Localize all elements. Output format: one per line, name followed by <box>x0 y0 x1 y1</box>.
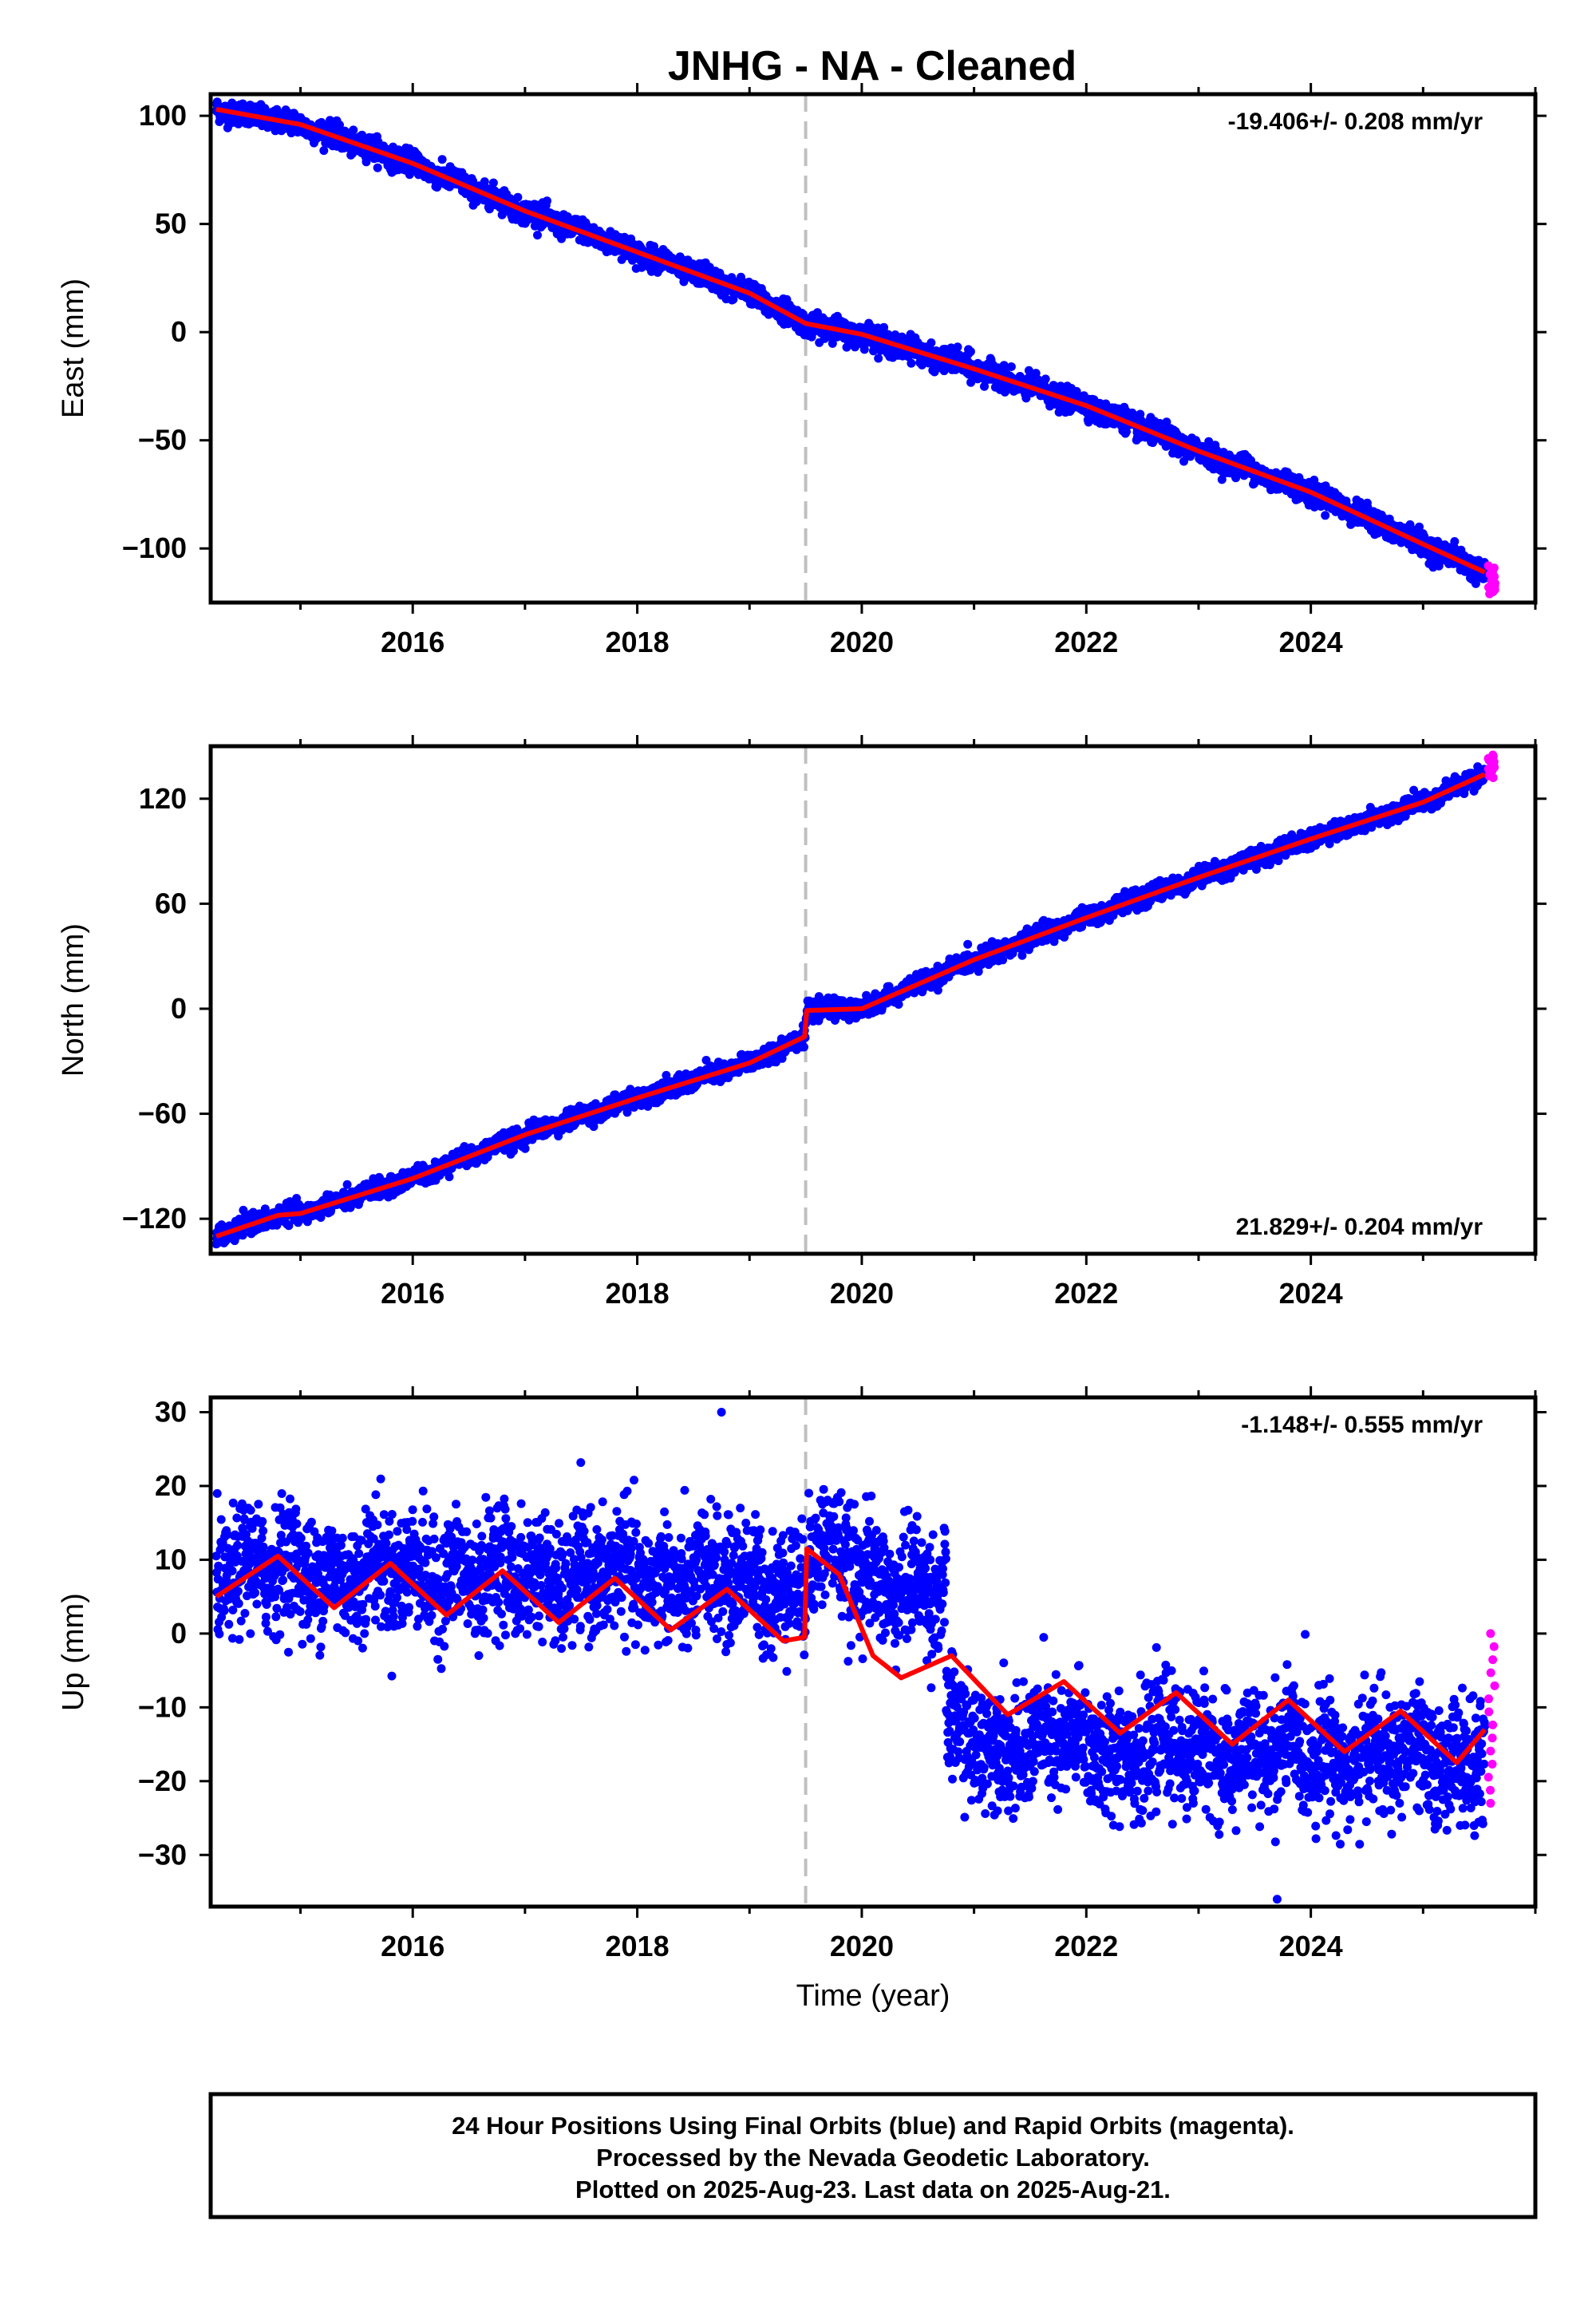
x-tick-label: 2016 <box>381 626 444 658</box>
final-orbit-point <box>437 155 447 164</box>
final-orbit-point <box>859 345 869 354</box>
final-orbit-point <box>1321 511 1330 520</box>
final-orbit-point <box>342 1180 352 1189</box>
y-tick-label: 100 <box>139 99 187 132</box>
final-orbit-point <box>1450 537 1460 546</box>
y-tick-label: 50 <box>155 207 187 240</box>
final-orbit-series <box>211 762 1490 1249</box>
x-tick-label: 2024 <box>1279 626 1343 658</box>
y-axis-label: East (mm) <box>57 279 90 418</box>
final-orbit-point <box>926 338 936 347</box>
final-orbit-point <box>953 342 962 352</box>
east-panel: 2016 2018 2020 2022 2024 −100 −50 0 50 100 East (m… <box>57 83 1547 658</box>
final-orbit-point <box>488 178 498 188</box>
rapid-orbit-series <box>1483 561 1499 599</box>
final-orbit-point <box>907 358 916 368</box>
final-orbit-point <box>1041 374 1050 384</box>
final-orbit-point <box>513 192 523 202</box>
final-orbit-point <box>828 338 837 348</box>
final-orbit-point <box>284 1221 294 1231</box>
outlier-point <box>966 347 975 357</box>
final-orbit-point <box>543 196 551 206</box>
chart-title: JNHG - NA - Cleaned <box>668 43 1077 89</box>
rapid-orbit-point <box>1483 561 1493 571</box>
final-orbit-point <box>1415 522 1424 532</box>
final-orbit-point <box>1179 456 1188 466</box>
final-orbit-point <box>444 1172 454 1182</box>
final-orbit-series <box>211 97 1490 588</box>
final-orbit-point <box>484 204 494 214</box>
final-orbit-point <box>1006 362 1016 371</box>
final-orbit-point <box>260 1204 270 1214</box>
plot-area <box>211 94 1499 603</box>
plot-frame <box>208 92 1538 605</box>
y-tick-label: −100 <box>122 532 187 564</box>
final-orbit-point <box>361 157 371 167</box>
final-orbit-point <box>917 360 926 370</box>
final-orbit-point <box>239 1205 248 1215</box>
final-orbit-point <box>1122 427 1131 437</box>
final-orbit-point <box>874 354 883 363</box>
final-orbit-point <box>349 125 358 135</box>
x-tick-label: 2018 <box>606 626 670 658</box>
final-orbit-point <box>239 1230 247 1239</box>
plot-area <box>211 746 1499 1254</box>
final-orbit-point <box>999 361 1009 370</box>
y-tick-label: 0 <box>171 315 187 348</box>
model-fit-line <box>215 107 1487 575</box>
final-orbit-point <box>373 163 382 172</box>
velocity-label: -19.406+/- 0.208 mm/yr <box>1228 109 1483 135</box>
x-tick-label: 2020 <box>830 626 894 658</box>
y-tick-label: −50 <box>138 424 187 456</box>
x-tick-label: 2022 <box>1054 626 1118 658</box>
final-orbit-point <box>319 146 329 156</box>
final-orbit-point <box>533 231 542 240</box>
final-orbit-point <box>1162 417 1171 427</box>
